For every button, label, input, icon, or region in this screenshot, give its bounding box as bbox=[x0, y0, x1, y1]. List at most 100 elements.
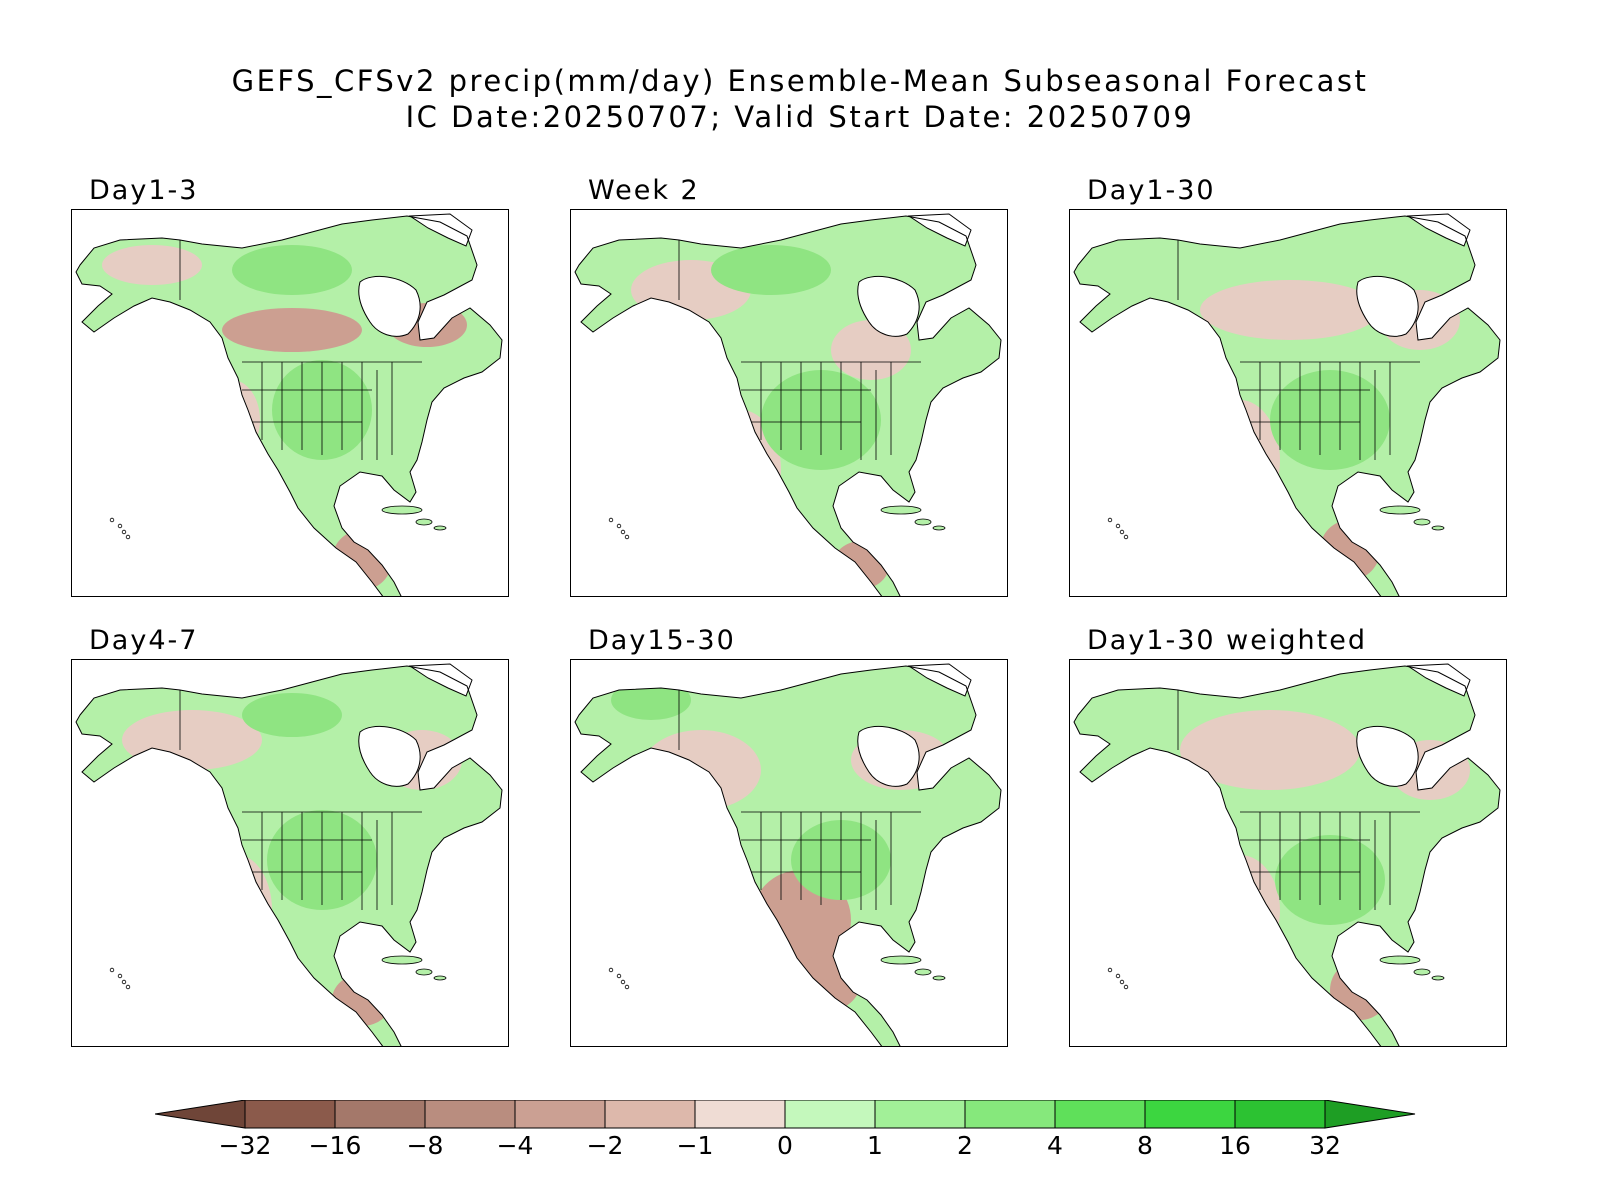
hawaii-island bbox=[1107, 967, 1113, 973]
panel-label: Day1-3 bbox=[89, 175, 199, 206]
colorbar-box bbox=[1234, 1100, 1326, 1129]
colorbar-tick-label: 2 bbox=[957, 1131, 973, 1160]
colorbar-box bbox=[874, 1100, 966, 1129]
colorbar: −32 −16 −8 −4 −2 −1 0 1 2 4 8 16 32 bbox=[155, 1100, 1416, 1160]
map-panel-day1-30: Day1-30 bbox=[1069, 175, 1507, 597]
caribbean-island bbox=[914, 518, 932, 526]
caribbean-island bbox=[415, 518, 433, 526]
caribbean-island bbox=[1413, 968, 1431, 976]
colorbar-box bbox=[244, 1100, 336, 1129]
greenland-outline bbox=[408, 663, 473, 697]
state-borders bbox=[1177, 690, 1420, 910]
hawaii-island bbox=[109, 967, 115, 973]
colorbar-box bbox=[334, 1100, 426, 1129]
colorbar-box bbox=[784, 1100, 876, 1129]
hudson-bay bbox=[857, 726, 920, 787]
caribbean-island bbox=[381, 955, 423, 965]
greenland-outline bbox=[907, 213, 972, 247]
dry-anomaly-region bbox=[1320, 520, 1380, 580]
dry-anomaly-region bbox=[1200, 855, 1280, 965]
dry-anomaly-region bbox=[332, 530, 392, 590]
dry-anomaly-region bbox=[1200, 400, 1280, 520]
state-borders bbox=[678, 690, 921, 910]
colorbar-box bbox=[604, 1100, 696, 1129]
map-panel-day15-30: Day15-30 bbox=[570, 625, 1008, 1047]
coastline bbox=[574, 665, 1002, 1046]
coastline bbox=[75, 215, 503, 596]
coastline bbox=[574, 215, 1002, 596]
colorbar-left-triangle bbox=[155, 1100, 246, 1129]
hawaii-island bbox=[121, 529, 127, 535]
coastline bbox=[1073, 215, 1501, 596]
greenland-outline bbox=[1406, 213, 1471, 247]
hawaii-island bbox=[608, 517, 614, 523]
panel-label: Week 2 bbox=[588, 175, 700, 206]
colorbar-tick-label: −8 bbox=[407, 1131, 444, 1160]
dry-anomaly-region bbox=[1180, 710, 1360, 790]
colorbar-tick-label: −2 bbox=[587, 1131, 624, 1160]
hawaii-island bbox=[125, 534, 131, 540]
anomaly-field bbox=[102, 240, 467, 590]
hudson-bay bbox=[1356, 726, 1419, 787]
colorbar-tick-label: 4 bbox=[1047, 1131, 1063, 1160]
hawaii-island bbox=[1115, 973, 1121, 979]
map-frame bbox=[71, 209, 509, 597]
hudson-bay bbox=[1356, 276, 1419, 337]
colorbar-tick-label: −4 bbox=[497, 1131, 534, 1160]
hawaii-island bbox=[109, 517, 115, 523]
hawaii-island bbox=[616, 523, 622, 529]
map-panel-day1-30-weighted: Day1-30 weighted bbox=[1069, 625, 1507, 1047]
caribbean-island bbox=[932, 975, 946, 981]
state-borders bbox=[678, 240, 921, 460]
figure-title: GEFS_CFSv2 precip(mm/day) Ensemble-Mean … bbox=[231, 64, 1369, 98]
caribbean-island bbox=[433, 525, 447, 531]
wet-anomaly-region bbox=[611, 680, 691, 720]
dry-anomaly-region bbox=[202, 855, 272, 965]
map-panel-day1-3: Day1-3 bbox=[71, 175, 509, 597]
hawaii-island bbox=[1123, 534, 1129, 540]
caribbean-island bbox=[932, 525, 946, 531]
hawaii-island bbox=[1107, 517, 1113, 523]
hawaii-island bbox=[624, 984, 630, 990]
colorbar-tick-label: 8 bbox=[1137, 1131, 1153, 1160]
dry-anomaly-region bbox=[1200, 280, 1380, 340]
hawaii-island bbox=[117, 523, 123, 529]
map-panel-day4-7: Day4-7 bbox=[71, 625, 509, 1047]
colorbar-box bbox=[694, 1100, 786, 1129]
caribbean-island bbox=[415, 968, 433, 976]
hawaii-island bbox=[624, 534, 630, 540]
state-borders bbox=[179, 240, 422, 460]
colorbar-tick-label: 0 bbox=[777, 1131, 793, 1160]
wet-anomaly-region bbox=[242, 693, 342, 737]
dry-anomaly-region bbox=[801, 950, 861, 1010]
hawaii-island bbox=[608, 967, 614, 973]
wet-anomaly-region bbox=[1270, 370, 1390, 470]
colorbar-tick-label: 1 bbox=[867, 1131, 883, 1160]
wet-anomaly-region bbox=[1275, 835, 1385, 925]
map-frame bbox=[570, 209, 1008, 597]
colorbar-box bbox=[1144, 1100, 1236, 1129]
colorbar-box bbox=[514, 1100, 606, 1129]
greenland-outline bbox=[907, 663, 972, 697]
figure-subtitle: IC Date:20250707; Valid Start Date: 2025… bbox=[405, 100, 1195, 134]
map-frame bbox=[570, 659, 1008, 1047]
hawaii-island bbox=[121, 979, 127, 985]
caribbean-island bbox=[880, 955, 922, 965]
colorbar-tick-label: −32 bbox=[219, 1131, 272, 1160]
hawaii-island bbox=[1119, 529, 1125, 535]
panel-label: Day4-7 bbox=[89, 625, 199, 656]
coastline bbox=[75, 665, 503, 1046]
caribbean-island bbox=[880, 505, 922, 515]
map-frame bbox=[1069, 209, 1507, 597]
caribbean-island bbox=[433, 975, 447, 981]
dry-anomaly-region bbox=[222, 308, 362, 352]
colorbar-tick-label: −16 bbox=[309, 1131, 362, 1160]
caribbean-island bbox=[1379, 505, 1421, 515]
colorbar-tick-label: 32 bbox=[1309, 1131, 1341, 1160]
state-borders bbox=[179, 690, 422, 910]
colorbar-box bbox=[964, 1100, 1056, 1129]
greenland-outline bbox=[1406, 663, 1471, 697]
caribbean-island bbox=[1431, 525, 1445, 531]
coastline bbox=[1073, 665, 1501, 1046]
state-borders bbox=[1177, 240, 1420, 460]
